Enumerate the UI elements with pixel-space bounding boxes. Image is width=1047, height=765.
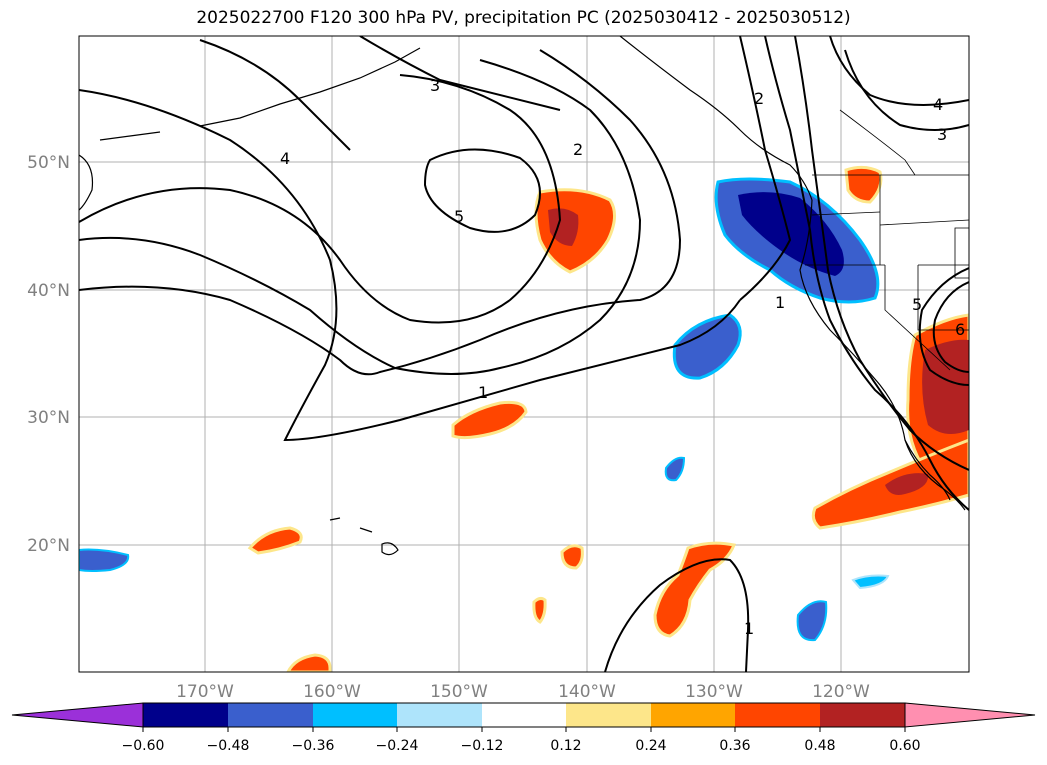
colorbar-tick-label-2: −0.48 <box>207 738 250 754</box>
precip-blob-central <box>451 400 528 440</box>
contour-label-3-north: 3 <box>430 76 440 95</box>
pv-contour-east-2 <box>764 36 969 511</box>
border-east <box>879 219 969 331</box>
pv-contour-1 <box>79 89 741 442</box>
colorbar-tick-label-4: −0.24 <box>376 738 419 754</box>
colorbar-tick-label-9: 0.48 <box>804 738 835 754</box>
colorbar: −0.60 −0.48 −0.36 −0.24 −0.12 0.12 0.24 … <box>11 702 1036 754</box>
colorbar-tick-label-8: 0.36 <box>719 738 750 754</box>
colorbar-tick-label-3: −0.36 <box>292 738 335 754</box>
pv-contours <box>79 36 969 672</box>
colorbar-extend-left <box>11 702 144 728</box>
contour-label-2-north: 2 <box>573 140 583 159</box>
border-inset <box>954 227 969 279</box>
lon-label-140w: 140°W <box>558 682 616 702</box>
coastline-hawaii <box>329 517 399 556</box>
lat-label-50n: 50°N <box>27 153 70 173</box>
pv-contour-east-5 <box>844 49 969 131</box>
colorbar-tick-label-5: −0.12 <box>461 738 504 754</box>
colorbar-bin-9 <box>820 703 905 727</box>
pv-contour-4-inner <box>79 74 562 324</box>
contour-label-1-south: 1 <box>744 619 754 638</box>
contour-label-5-closed: 5 <box>454 207 464 226</box>
colorbar-bin-7 <box>651 703 735 727</box>
precip-core-subtropical <box>885 473 929 495</box>
pv-contour-east-1 <box>739 36 792 301</box>
colorbar-tick-label-10: 0.60 <box>889 738 920 754</box>
lon-label-130w: 130°W <box>685 682 743 702</box>
lon-label-170w: 170°W <box>176 682 234 702</box>
precip-negative <box>79 177 890 642</box>
pv-contour-3-inner <box>79 59 642 375</box>
colorbar-tick-label-1: −0.60 <box>122 738 165 754</box>
lon-label-160w: 160°W <box>303 682 361 702</box>
lat-label-30n: 30°N <box>27 408 70 428</box>
contour-labels: 1 2 3 4 5 1 2 3 4 5 6 1 <box>280 76 965 638</box>
precip-blob-small-3 <box>851 574 890 590</box>
pv-contour-east-4 <box>829 36 969 106</box>
contour-label-6-east: 6 <box>955 320 965 339</box>
precip-blob-south-4 <box>653 541 737 638</box>
pv-contour-east-3 <box>794 36 969 471</box>
colorbar-bin-8 <box>735 703 820 727</box>
lon-label-150w: 150°W <box>430 682 488 702</box>
contour-label-1-east: 1 <box>775 293 785 312</box>
precip-core-west-coast <box>738 192 844 276</box>
pv-contour-upper-3 <box>359 36 561 111</box>
colorbar-bin-6 <box>566 703 651 727</box>
precip-blob-small-2 <box>796 600 828 642</box>
precip-core-california <box>922 339 969 434</box>
precip-blob-south-2 <box>560 544 584 570</box>
longitude-labels: 170°W 160°W 150°W 140°W 130°W 120°W <box>176 682 870 702</box>
contour-label-3-east: 3 <box>937 125 947 144</box>
lon-label-120w: 120°W <box>812 682 870 702</box>
pv-contour-upper-4 <box>199 39 351 151</box>
lat-label-20n: 20°N <box>27 536 70 556</box>
pv-contour-5-closed <box>423 148 541 233</box>
pv-contour-east-inner-5 <box>932 281 969 373</box>
pv-contour-south-1 <box>604 558 750 672</box>
colorbar-bin-3 <box>313 703 397 727</box>
coastline-aleutians <box>99 47 421 141</box>
pv-contour-east-inner-4 <box>918 267 969 386</box>
precip-blob-south-1 <box>286 653 332 672</box>
border-wa-or <box>811 211 881 216</box>
map-frame <box>78 35 970 673</box>
precip-blob-small-1 <box>664 456 686 482</box>
precip-blob-hawaii <box>247 526 303 555</box>
colorbar-tick-label-6: 0.12 <box>550 738 581 754</box>
colorbar-bin-5 <box>482 703 566 727</box>
precip-core-north-pacific <box>548 208 579 246</box>
map-title: 2025022700 F120 300 hPa PV, precipitatio… <box>196 8 851 28</box>
state-borders <box>805 109 969 371</box>
contour-label-2-east: 2 <box>754 89 764 108</box>
latitude-labels: 50°N 40°N 30°N 20°N <box>27 153 70 556</box>
colorbar-ticks <box>142 727 906 732</box>
border-bc-alberta <box>839 109 916 176</box>
colorbar-bin-2 <box>228 703 313 727</box>
coastline-north-america <box>799 199 966 511</box>
contour-label-5-east: 5 <box>912 295 922 314</box>
precip-blob-south-3 <box>532 596 547 624</box>
coastline-baja <box>904 439 951 501</box>
contour-label-4-west: 4 <box>280 149 290 168</box>
colorbar-tick-label-7: 0.24 <box>635 738 666 754</box>
colorbar-frame <box>142 702 906 728</box>
colorbar-bin-4 <box>397 703 482 727</box>
coastline-west-edge <box>79 154 94 211</box>
map-area <box>79 36 969 672</box>
lat-label-40n: 40°N <box>27 281 70 301</box>
colorbar-bin-1 <box>143 703 228 727</box>
coastline-alaska <box>619 36 813 201</box>
precip-blob-east-pacific <box>672 313 742 380</box>
contour-label-1-central: 1 <box>478 383 488 402</box>
precip-blob-pacific-nw <box>844 165 883 204</box>
pv-contour-2-inner <box>79 49 682 376</box>
colorbar-extend-right <box>904 702 1036 728</box>
contour-label-4-east: 4 <box>933 95 943 114</box>
border-ca-nv <box>884 265 951 371</box>
precip-blob-west-edge <box>79 548 130 572</box>
coastlines <box>79 36 966 556</box>
